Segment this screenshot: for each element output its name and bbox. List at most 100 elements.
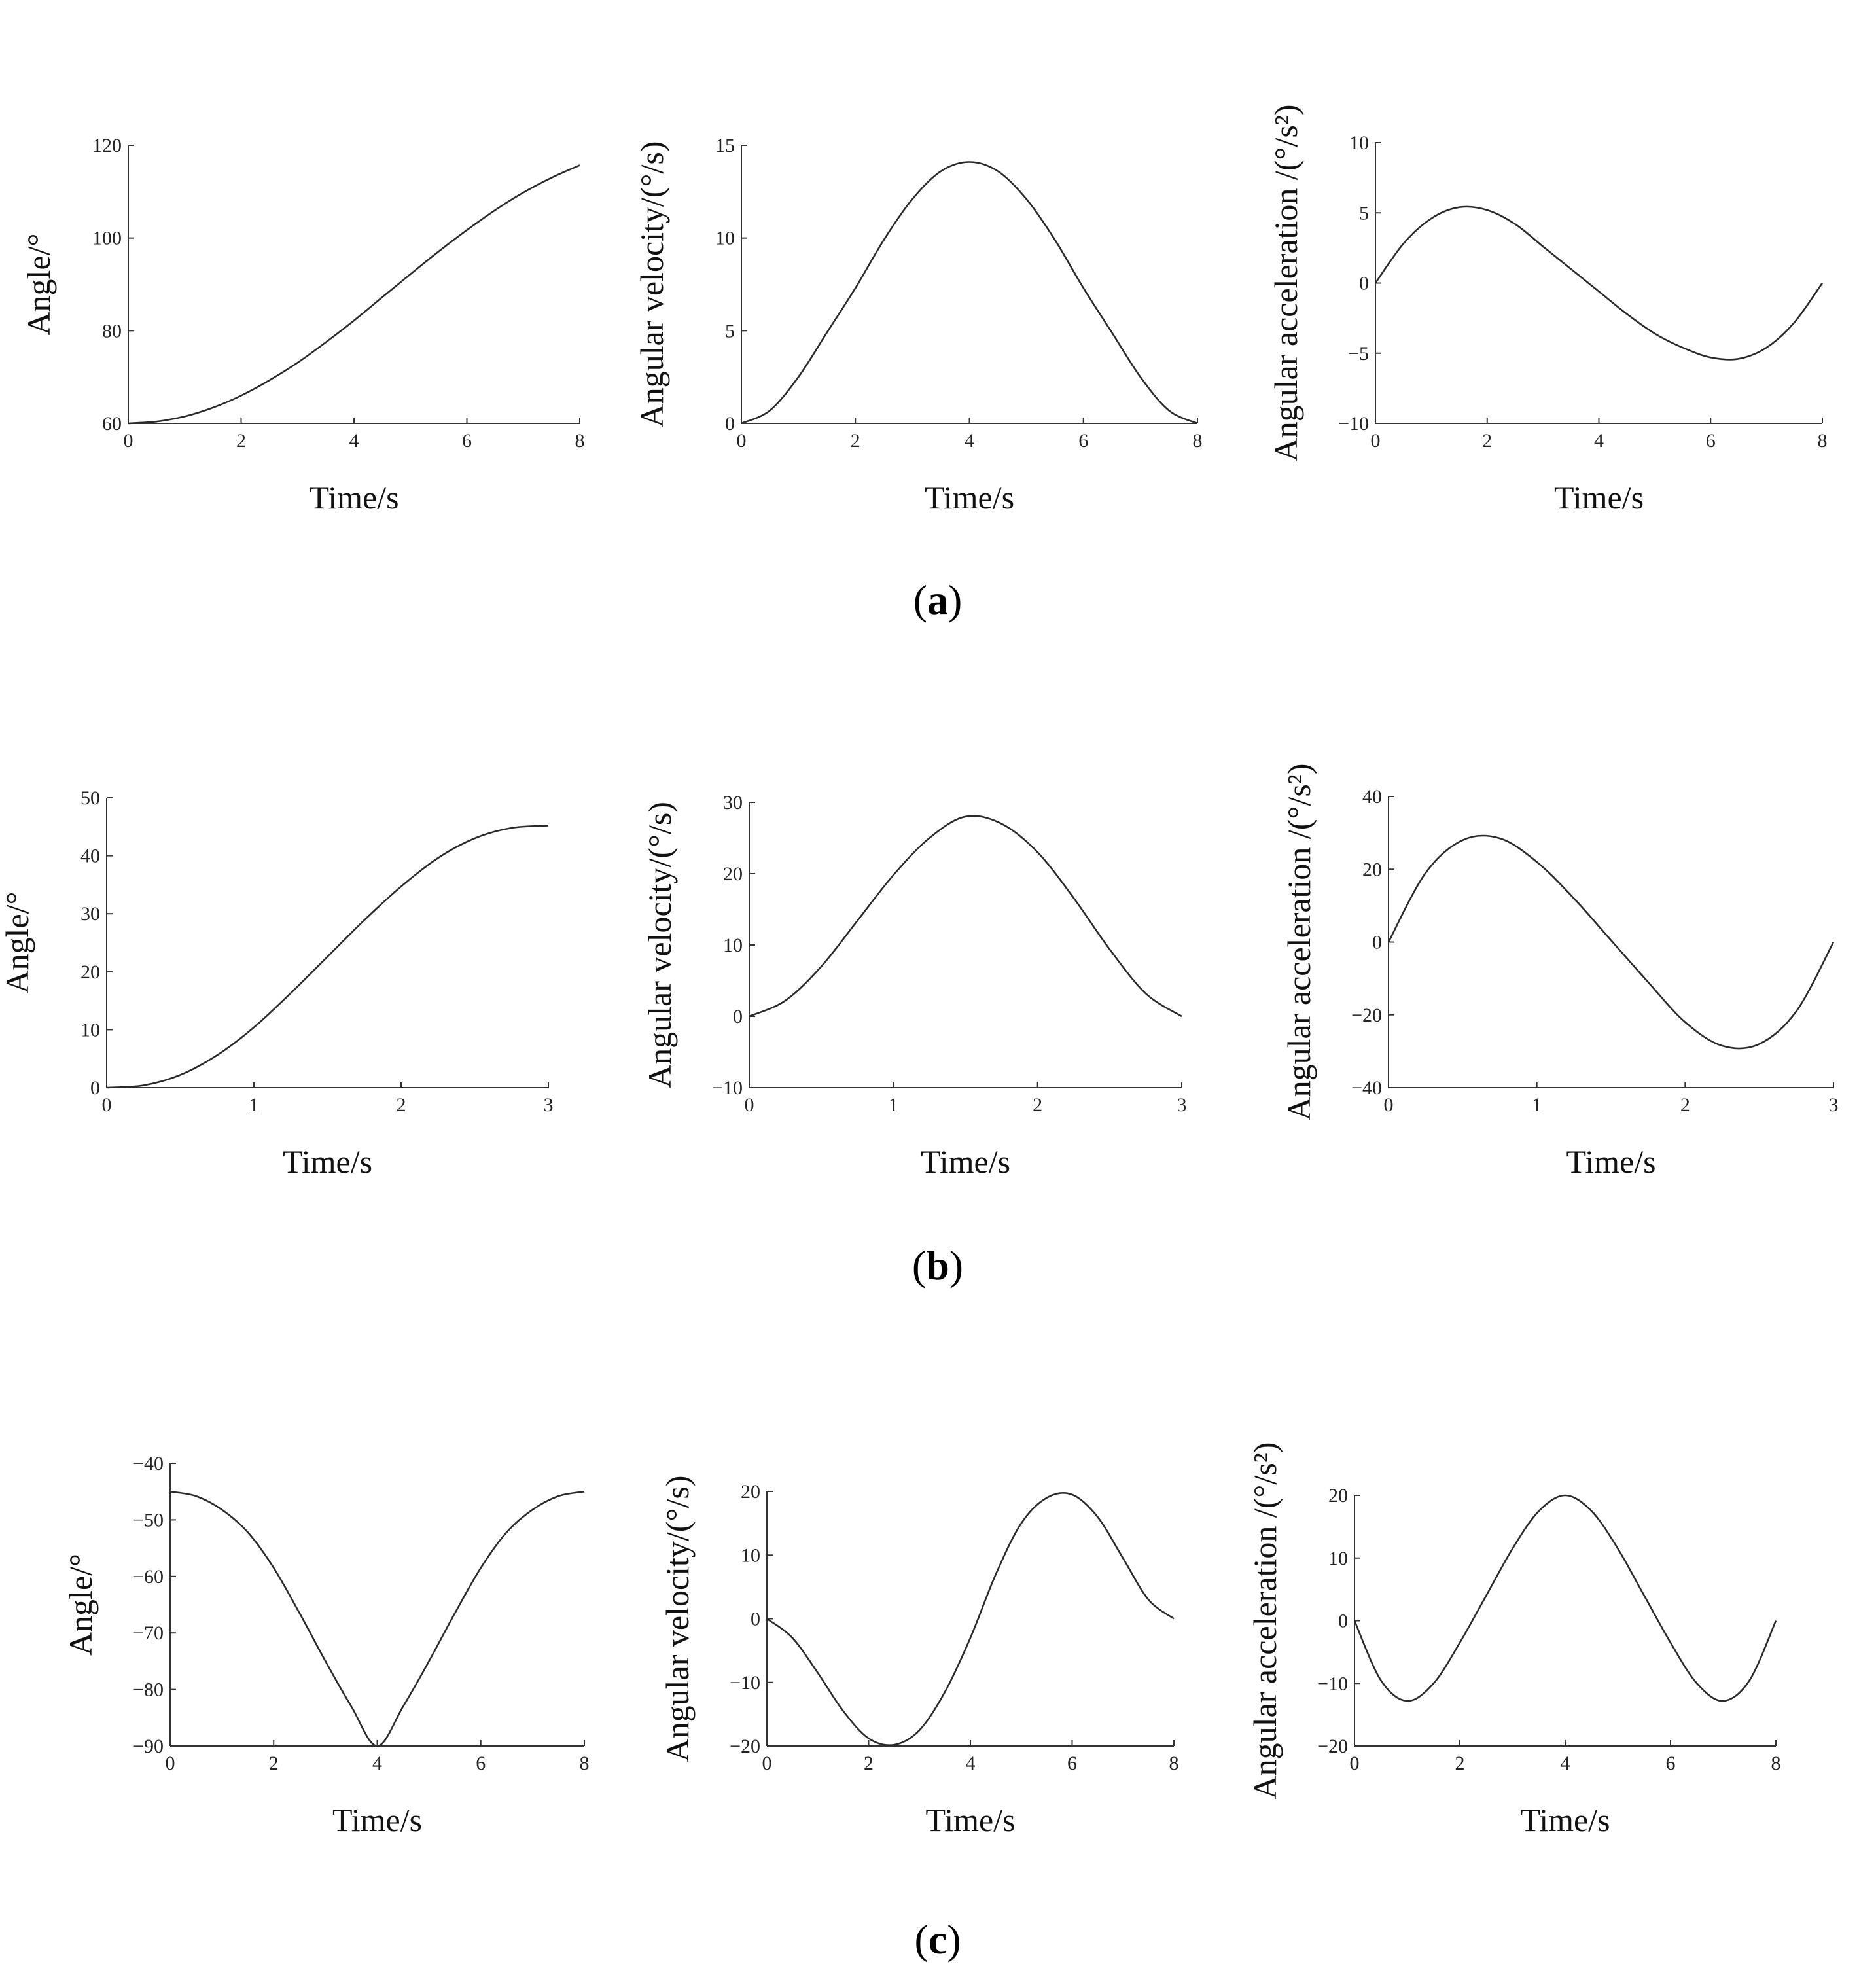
x-tick-label: 0 xyxy=(1371,430,1381,452)
data-point xyxy=(1425,872,1426,874)
data-point xyxy=(1591,1510,1593,1512)
y-tick-label: 20 xyxy=(1362,859,1382,880)
x-axis-label: Time/s xyxy=(1554,479,1644,516)
data-point xyxy=(1748,1679,1750,1681)
data-point xyxy=(1626,313,1628,315)
x-axis-label: Time/s xyxy=(925,479,1014,516)
data-point xyxy=(454,1613,456,1614)
y-tick-label: −10 xyxy=(1338,413,1369,435)
chart-b-acceleration: 0 1 2 3 −40 −20 0 20 40 Time/s Angular acceleratio… xyxy=(1281,764,1839,1180)
data-point xyxy=(1071,1493,1073,1495)
data-point xyxy=(1775,1620,1777,1622)
y-axis-label: Angular acceleration /(°/s²) xyxy=(1247,1442,1283,1800)
x-tick-label: 2 xyxy=(269,1753,279,1774)
data-point xyxy=(438,251,440,253)
data-point xyxy=(1111,332,1113,334)
data-point xyxy=(410,273,412,275)
data-point xyxy=(1020,1522,1022,1524)
data-point xyxy=(268,380,270,382)
data-point xyxy=(1046,1497,1048,1499)
x-tick-label: 8 xyxy=(1193,430,1203,452)
data-point xyxy=(474,838,476,840)
data-point xyxy=(1036,851,1038,853)
data-point xyxy=(298,1613,300,1614)
x-tick-label: 3 xyxy=(1829,1094,1839,1116)
data-point xyxy=(428,1660,430,1662)
data-point xyxy=(1375,282,1377,284)
data-point xyxy=(749,1016,751,1018)
y-tick-label: −20 xyxy=(1317,1736,1348,1757)
y-tick-label: 10 xyxy=(80,1019,100,1041)
data-point xyxy=(1765,347,1767,349)
data-point xyxy=(970,1637,972,1639)
x-tick-label: 4 xyxy=(966,1753,976,1774)
panel-caption-c: (c) xyxy=(914,1916,961,1963)
y-tick-label: −5 xyxy=(1348,343,1369,365)
data-point xyxy=(919,1729,921,1731)
data-point xyxy=(1722,1045,1724,1047)
x-tick-label: 1 xyxy=(1532,1094,1542,1116)
y-tick-label: −60 xyxy=(133,1566,164,1588)
data-point xyxy=(579,164,581,166)
data-point xyxy=(247,1531,249,1533)
panel-caption-b: (b) xyxy=(912,1242,963,1289)
series-line xyxy=(741,161,1198,425)
data-point xyxy=(1794,321,1796,323)
x-tick-label: 8 xyxy=(580,1753,590,1774)
data-point xyxy=(1670,1642,1672,1644)
chart-a-angle: 0 2 4 6 8 60 80 100 120 Time/s Angle/° xyxy=(20,135,585,516)
y-tick-label: 100 xyxy=(92,228,122,249)
x-tick-label: 4 xyxy=(965,430,974,452)
data-point xyxy=(1197,423,1199,425)
y-axis-label: Angle/° xyxy=(20,233,57,335)
data-point xyxy=(1737,358,1739,360)
y-tick-label: 20 xyxy=(741,1481,760,1503)
data-point xyxy=(1108,948,1110,950)
chart-a-acceleration: 0 2 4 6 8 −10 −5 0 5 10 Time/s Angular acceleration… xyxy=(1267,105,1828,516)
y-tick-label: 30 xyxy=(723,792,743,813)
x-tick-label: 2 xyxy=(1482,430,1492,452)
data-point xyxy=(1380,1679,1382,1681)
data-point xyxy=(510,827,512,829)
x-axis-label: Time/s xyxy=(283,1143,372,1180)
data-point xyxy=(1459,206,1460,208)
data-point xyxy=(1598,291,1600,293)
x-tick-label: 8 xyxy=(1818,430,1828,452)
x-tick-label: 4 xyxy=(1594,430,1604,452)
y-axis-label: Angle/° xyxy=(62,1554,99,1656)
y-tick-label: 10 xyxy=(723,935,743,956)
data-point xyxy=(1432,1683,1434,1685)
data-point xyxy=(1610,939,1612,941)
data-point xyxy=(273,1567,275,1569)
y-tick-label: −10 xyxy=(730,1672,760,1694)
data-point xyxy=(1181,1016,1183,1018)
y-tick-label: 10 xyxy=(715,228,735,249)
y-tick-label: 0 xyxy=(90,1077,100,1099)
x-tick-label: 4 xyxy=(349,430,359,452)
y-tick-label: 0 xyxy=(751,1609,760,1630)
data-point xyxy=(1722,1700,1724,1702)
data-point xyxy=(1486,209,1488,211)
x-tick-label: 6 xyxy=(462,430,472,452)
series-line xyxy=(766,1492,1175,1746)
data-point xyxy=(855,287,857,289)
x-tick-label: 8 xyxy=(1771,1753,1781,1774)
data-point xyxy=(1354,1620,1356,1622)
data-point xyxy=(106,1087,108,1089)
data-point xyxy=(195,1495,197,1497)
data-point xyxy=(1054,239,1056,241)
chart-c-acceleration: 0 2 4 6 8 −20 −10 0 10 20 Time/s Angular accelerati… xyxy=(1247,1442,1781,1838)
data-point xyxy=(548,825,550,827)
y-tick-label: 0 xyxy=(1372,932,1382,954)
x-tick-label: 6 xyxy=(1706,430,1716,452)
series-line xyxy=(749,815,1182,1018)
y-tick-label: 50 xyxy=(80,787,100,809)
data-point xyxy=(965,815,966,817)
data-point xyxy=(1570,268,1572,270)
data-point xyxy=(893,874,894,876)
y-tick-label: 0 xyxy=(1338,1611,1348,1632)
x-tick-label: 2 xyxy=(851,430,860,452)
data-point xyxy=(350,1705,352,1707)
data-point xyxy=(868,1738,870,1739)
data-point xyxy=(1565,1495,1566,1497)
